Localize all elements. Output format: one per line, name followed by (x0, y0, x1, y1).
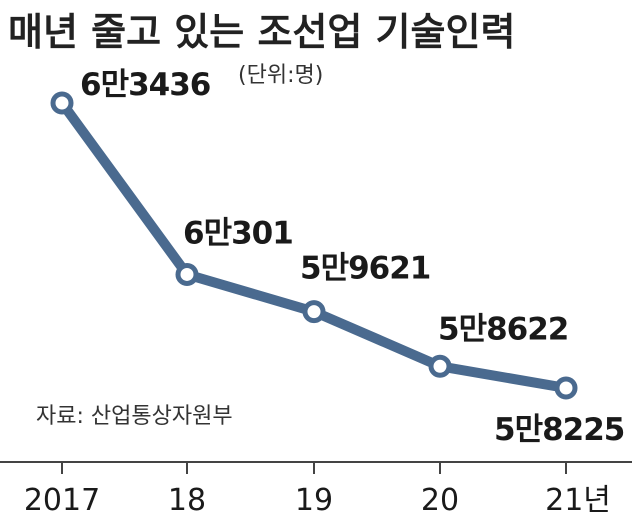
x-tick-label: 21년 (545, 483, 611, 518)
unit-note: (단위:명) (238, 63, 323, 88)
chart-title: 매년 줄고 있는 조선업 기술인력 (8, 10, 515, 54)
data-label: 5만9621 (300, 251, 430, 287)
data-label: 6만301 (183, 215, 293, 251)
data-point (302, 300, 326, 324)
x-tick-label: 2017 (24, 483, 100, 518)
data-point (175, 262, 199, 286)
x-tick-label: 18 (168, 483, 206, 518)
data-point (554, 376, 578, 400)
data-point (428, 354, 452, 378)
data-point (50, 91, 74, 115)
source-note: 자료: 산업통상자원부 (36, 404, 233, 429)
x-tick-label: 19 (295, 483, 333, 518)
data-label: 5만8622 (438, 311, 568, 347)
x-tick-label: 20 (421, 483, 459, 518)
data-label: 6만3436 (80, 67, 210, 103)
data-label: 5만8225 (494, 412, 624, 448)
